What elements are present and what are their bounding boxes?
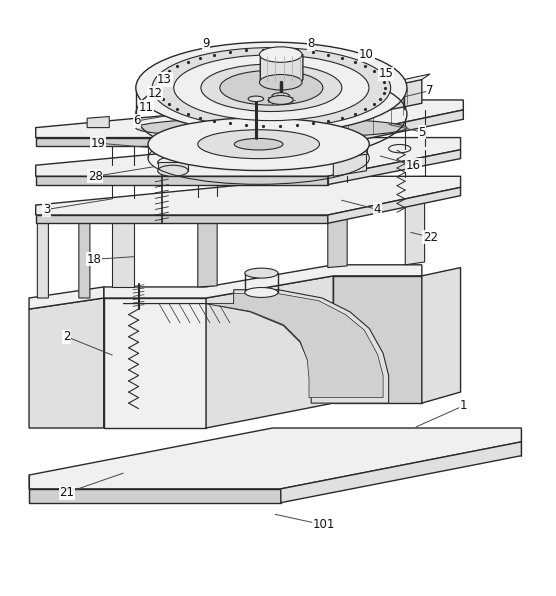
Polygon shape <box>36 138 460 176</box>
Polygon shape <box>245 138 266 141</box>
Text: 10: 10 <box>359 48 374 61</box>
Text: 12: 12 <box>148 87 163 100</box>
Polygon shape <box>36 138 331 146</box>
Polygon shape <box>87 117 110 128</box>
Ellipse shape <box>245 268 278 278</box>
Polygon shape <box>29 489 281 502</box>
Text: 19: 19 <box>91 136 106 150</box>
Polygon shape <box>206 276 334 428</box>
Text: 6: 6 <box>133 114 141 128</box>
Polygon shape <box>331 110 463 146</box>
Text: 7: 7 <box>426 84 434 97</box>
Ellipse shape <box>272 93 290 100</box>
Text: 2: 2 <box>63 330 71 343</box>
Polygon shape <box>112 198 134 287</box>
Ellipse shape <box>260 74 302 90</box>
Ellipse shape <box>148 118 369 170</box>
Polygon shape <box>134 294 383 398</box>
Ellipse shape <box>269 95 293 104</box>
Ellipse shape <box>234 138 283 150</box>
Ellipse shape <box>220 70 323 105</box>
Text: 15: 15 <box>379 67 393 80</box>
Polygon shape <box>158 163 188 171</box>
Ellipse shape <box>158 157 188 168</box>
Polygon shape <box>29 287 104 309</box>
Text: 5: 5 <box>418 126 425 138</box>
Text: 8: 8 <box>307 37 315 50</box>
Ellipse shape <box>245 287 278 297</box>
Text: 21: 21 <box>59 486 74 499</box>
Text: 3: 3 <box>43 203 51 216</box>
Polygon shape <box>104 265 422 298</box>
Polygon shape <box>36 215 328 224</box>
Polygon shape <box>378 94 397 107</box>
Ellipse shape <box>136 118 407 138</box>
Polygon shape <box>37 215 48 298</box>
Ellipse shape <box>158 165 188 176</box>
Polygon shape <box>405 176 425 265</box>
Polygon shape <box>389 79 422 110</box>
Polygon shape <box>334 276 422 403</box>
Polygon shape <box>328 182 347 268</box>
Polygon shape <box>239 143 278 160</box>
Polygon shape <box>36 176 328 185</box>
Ellipse shape <box>136 42 407 134</box>
Polygon shape <box>104 298 206 428</box>
Ellipse shape <box>260 47 302 63</box>
Polygon shape <box>334 154 366 176</box>
Polygon shape <box>422 268 460 403</box>
Polygon shape <box>36 100 463 138</box>
Polygon shape <box>281 442 522 502</box>
Polygon shape <box>328 187 460 224</box>
Text: 16: 16 <box>406 159 421 172</box>
Text: 13: 13 <box>157 73 172 86</box>
Ellipse shape <box>245 134 266 141</box>
Ellipse shape <box>201 64 342 111</box>
Polygon shape <box>123 290 389 403</box>
Ellipse shape <box>198 130 320 159</box>
Text: 22: 22 <box>423 231 438 244</box>
Text: 1: 1 <box>460 399 467 412</box>
Polygon shape <box>328 150 460 185</box>
Text: 28: 28 <box>88 170 103 183</box>
Polygon shape <box>29 428 522 489</box>
Text: 9: 9 <box>202 37 210 50</box>
Polygon shape <box>36 176 460 215</box>
Ellipse shape <box>152 48 391 128</box>
Ellipse shape <box>389 144 411 153</box>
Ellipse shape <box>248 96 264 101</box>
Text: 11: 11 <box>139 101 154 114</box>
Polygon shape <box>198 195 217 287</box>
Polygon shape <box>260 55 303 82</box>
Polygon shape <box>79 212 90 298</box>
Polygon shape <box>29 298 104 428</box>
Polygon shape <box>389 74 430 86</box>
Text: 4: 4 <box>374 203 381 216</box>
Text: 18: 18 <box>87 253 102 266</box>
Ellipse shape <box>174 55 369 120</box>
Text: 101: 101 <box>312 519 335 531</box>
